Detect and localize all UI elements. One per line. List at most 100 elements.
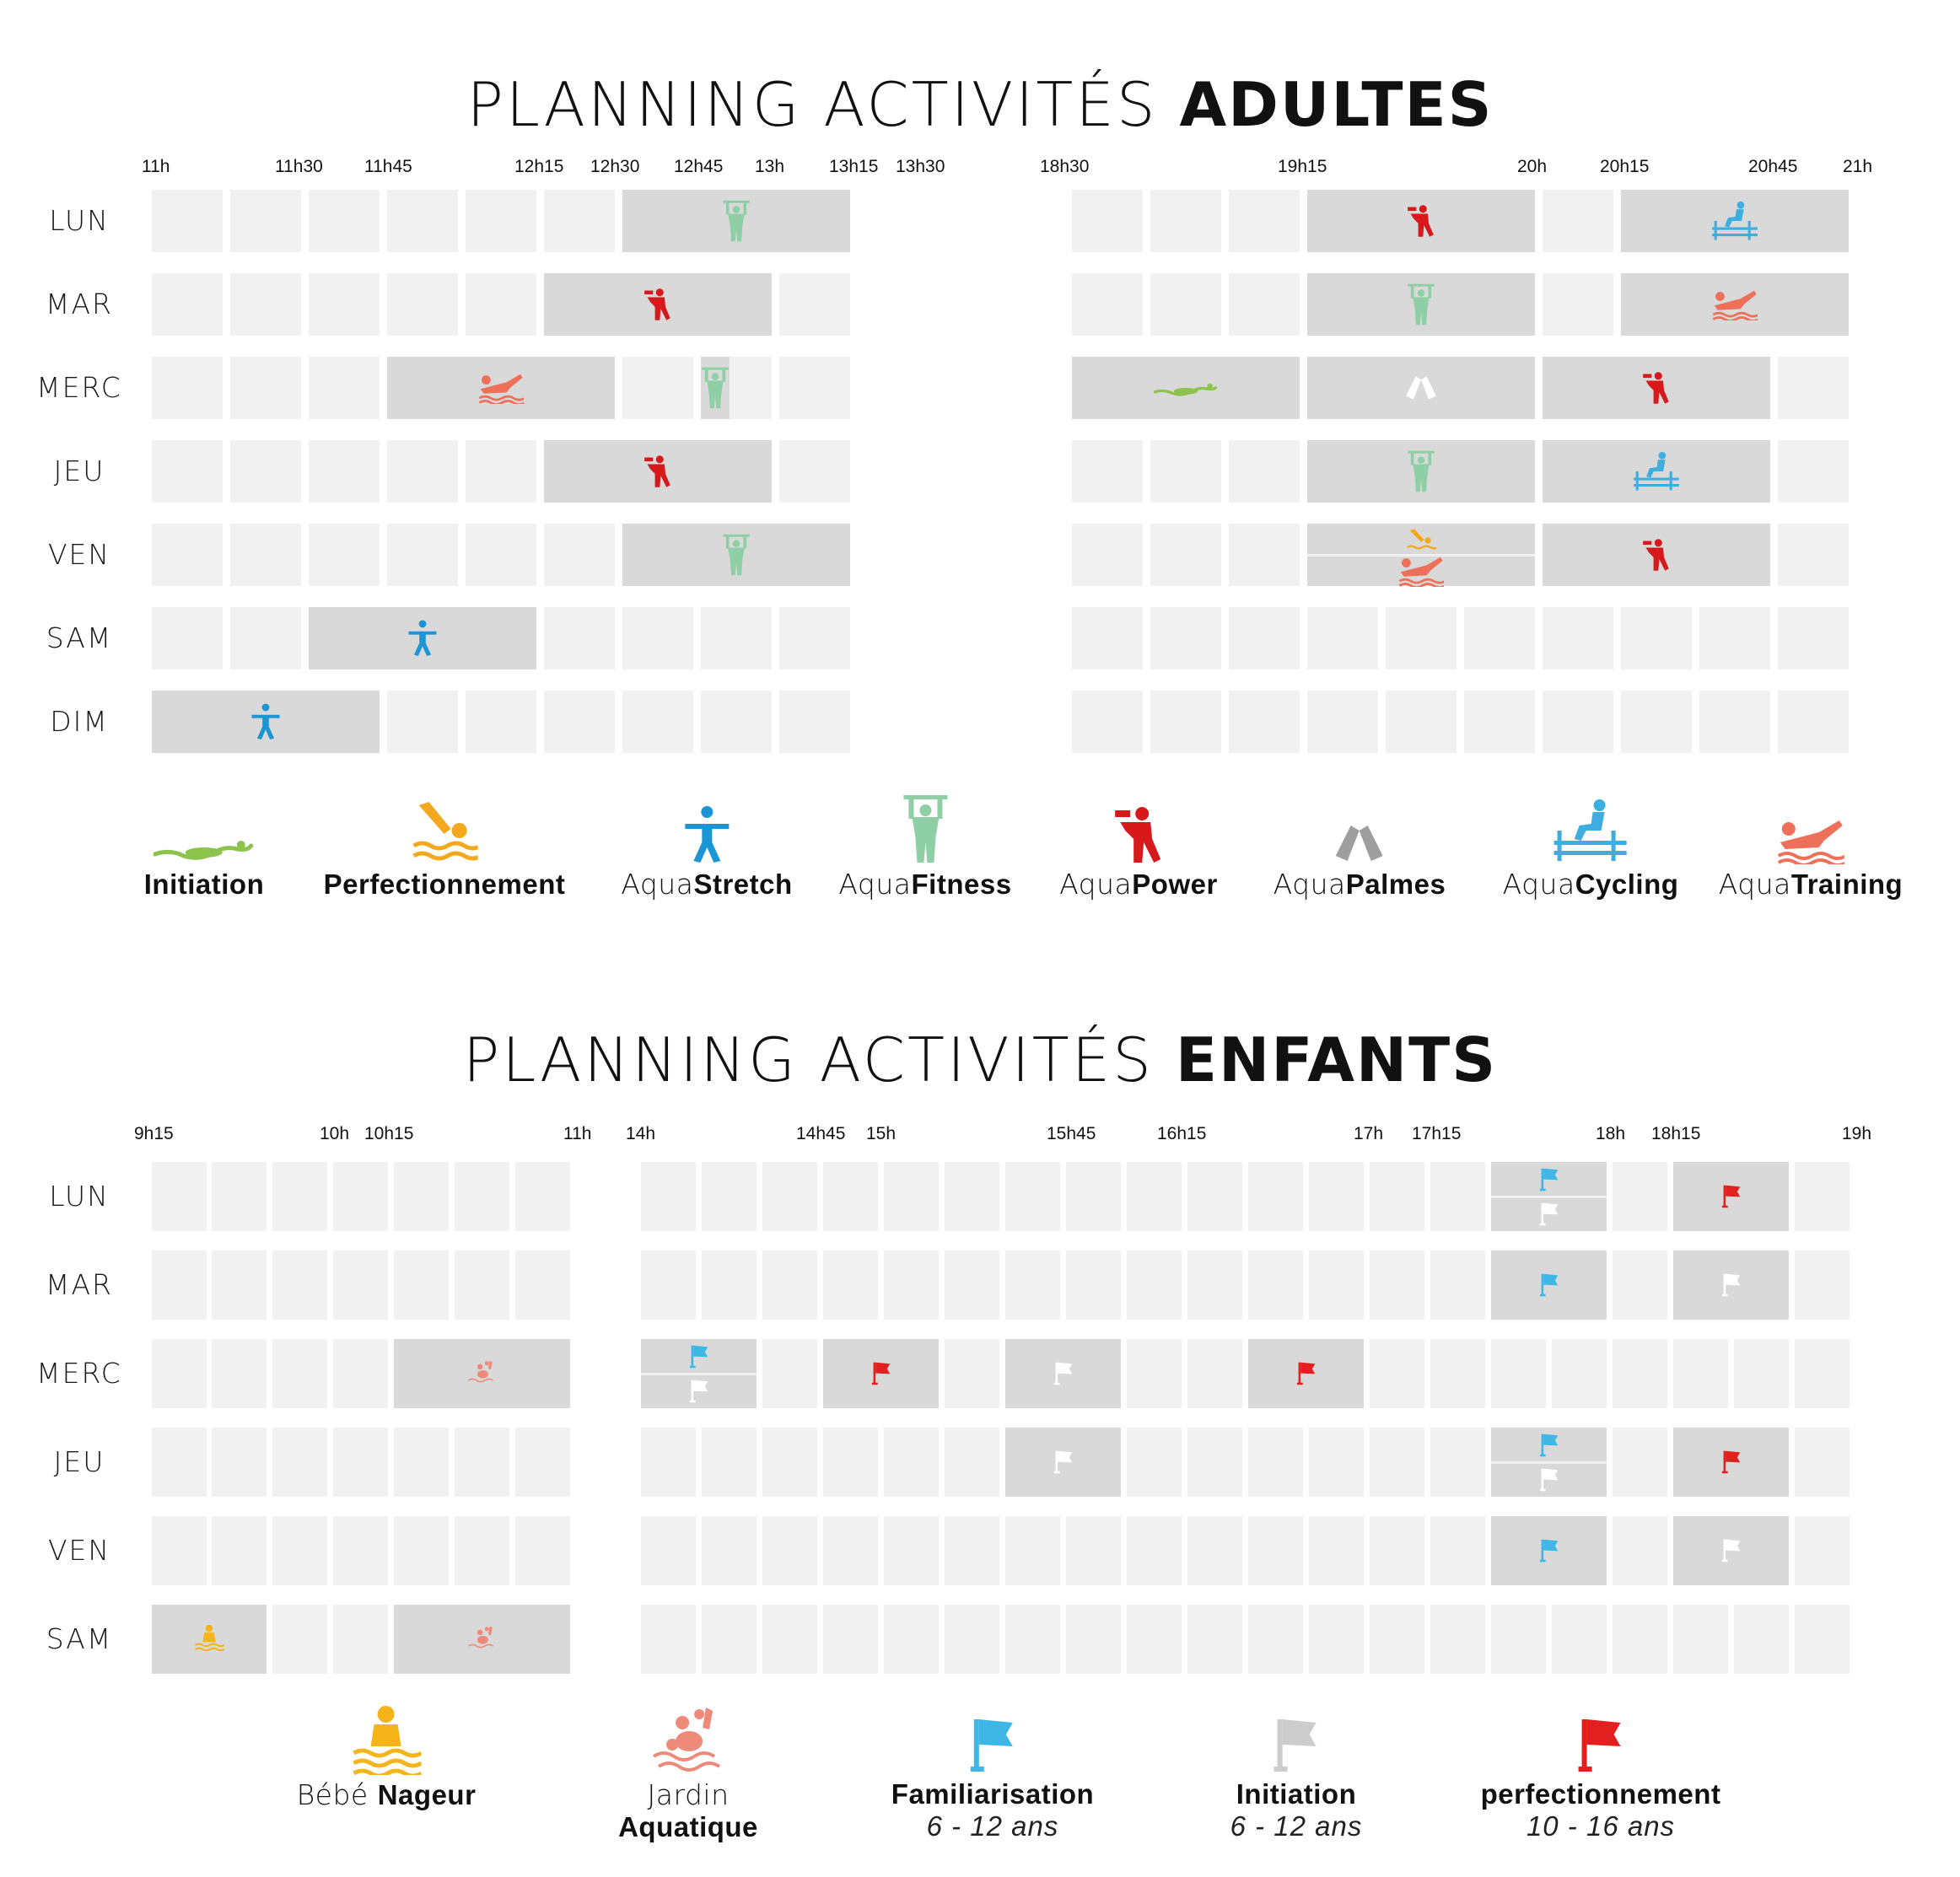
aquapower-icon: [1642, 370, 1671, 406]
legend-initiation: Initiation: [144, 788, 264, 901]
initiation-icon: [1721, 1272, 1742, 1298]
grid-cell: [1229, 273, 1300, 336]
grid-cell: [779, 440, 850, 503]
grid-cell: [779, 691, 850, 753]
grid-cell: [1795, 1516, 1850, 1585]
legend-label: Stretch: [693, 869, 793, 900]
grid-cell: [1795, 1605, 1850, 1674]
aquatraining-block: [1621, 273, 1849, 336]
grid-cell: [1072, 440, 1143, 503]
water-garden-icon: [466, 1625, 499, 1654]
palmes-icon: [1273, 788, 1446, 864]
activity-icon: [1398, 555, 1446, 589]
grid-cell: [466, 190, 536, 252]
tick-label: 18h15: [1651, 1124, 1701, 1143]
grid-cell: [1248, 1428, 1303, 1497]
aquafitness-block: [622, 524, 850, 586]
grid-cell: [455, 1428, 509, 1497]
grid-cell: [1491, 1339, 1546, 1408]
grid-cell: [884, 1428, 939, 1497]
grid-cell: [1309, 1516, 1364, 1585]
grid-cell: [622, 691, 693, 753]
grid-cell: [1370, 1250, 1424, 1320]
grid-cell: [466, 691, 536, 753]
perfectionnement-block: [1673, 1162, 1789, 1231]
legend-label: Initiation: [1236, 1778, 1357, 1810]
grid-cell: [515, 1162, 570, 1231]
grid-cell: [1150, 607, 1221, 670]
grid-cell: [212, 1428, 267, 1497]
grid-cell: [762, 1250, 817, 1320]
aquapower-block: [1543, 357, 1770, 419]
grid-cell: [945, 1339, 999, 1408]
aquapalmes-block: [1307, 357, 1535, 419]
grid-cell: [622, 357, 693, 419]
tick-label: 18h30: [1040, 157, 1090, 176]
legend-label: Nageur: [377, 1779, 477, 1810]
grid-cell: [1795, 1428, 1850, 1497]
familiarisation-initiation-block: [1491, 1428, 1607, 1497]
initiation-block: [1072, 357, 1300, 419]
tick-label: 12h45: [674, 157, 724, 176]
day-label-jeu: JEU: [53, 1445, 105, 1478]
grid-cell: [333, 1428, 388, 1497]
grid-cell: [884, 1250, 939, 1320]
grid-cell: [544, 524, 615, 586]
tick-label: 19h: [1842, 1124, 1872, 1143]
grid-cell: [1307, 691, 1378, 753]
flag-white-icon: [1230, 1699, 1363, 1775]
familiarisation-initiation-block: [1491, 1162, 1607, 1231]
grid-cell: [1309, 1605, 1364, 1674]
aquafitness-icon: [722, 198, 751, 244]
bebe-nageur-block: [152, 1605, 267, 1674]
grid-cell: [823, 1516, 878, 1585]
grid-cell: [762, 1162, 817, 1231]
water-garden-icon: [618, 1699, 758, 1775]
grid-cell: [1430, 1428, 1485, 1497]
grid-cell: [1370, 1162, 1424, 1231]
tick-label: 19h15: [1278, 157, 1327, 176]
grid-cell: [1072, 524, 1143, 586]
grid-cell: [823, 1605, 878, 1674]
grid-cell: [1430, 1250, 1485, 1320]
legend-initiation-enfants: Initiation 6 - 12 ans: [1230, 1699, 1363, 1842]
grid-cell: [1613, 1516, 1667, 1585]
grid-cell: [309, 273, 380, 336]
grid-cell: [272, 1605, 327, 1674]
aquafitness-block: [1307, 273, 1535, 336]
aquacycling-block: [1621, 190, 1849, 252]
grid-cell: [1229, 190, 1300, 252]
grid-cell: [1464, 691, 1535, 753]
grid-cell: [1699, 691, 1770, 753]
aquafitness-icon: [722, 532, 751, 578]
legend-age: 6 - 12 ans: [926, 1810, 1059, 1842]
grid-cell: [515, 1516, 570, 1585]
tick-label: 15h: [866, 1124, 897, 1143]
grid-cell: [762, 1605, 817, 1674]
grid-cell: [1150, 691, 1221, 753]
grid-cell: [455, 1516, 509, 1585]
grid-cell: [1187, 1516, 1242, 1585]
grid-cell: [1150, 190, 1221, 252]
legend-label: Fitness: [911, 869, 1012, 900]
activity-icon: [1539, 1202, 1559, 1227]
day-label-merc: MERC: [36, 1357, 122, 1390]
grid-cell: [1309, 1250, 1364, 1320]
grid-cell: [1778, 691, 1849, 753]
grid-cell: [1229, 440, 1300, 503]
grid-cell: [1778, 524, 1849, 586]
grid-cell: [1778, 607, 1849, 670]
grid-cell: [1005, 1162, 1060, 1231]
grid-cell: [455, 1250, 509, 1320]
grid-cell: [884, 1162, 939, 1231]
grid-cell: [212, 1516, 267, 1585]
grid-cell: [152, 190, 223, 252]
tick-label: 10h15: [364, 1124, 414, 1143]
legend-label: Familiarisation: [891, 1778, 1095, 1810]
grid-cell: [387, 273, 458, 336]
legend-label: Power: [1132, 869, 1218, 900]
grid-cell: [1309, 1162, 1364, 1231]
grid-cell: [641, 1162, 696, 1231]
grid-cell: [1005, 1250, 1060, 1320]
day-label-dim: DIM: [50, 705, 109, 738]
